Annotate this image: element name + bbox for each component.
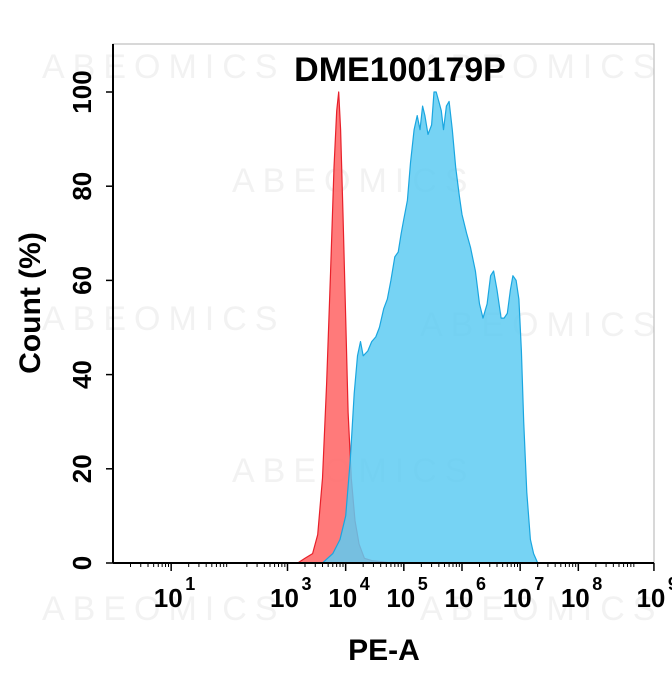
x-tick-exponent: 1 <box>185 574 195 594</box>
y-axis-title: Count (%) <box>14 232 47 374</box>
y-tick-label: 0 <box>67 556 97 570</box>
plot-frame <box>112 43 655 564</box>
x-tick-label: 10 <box>270 583 299 613</box>
x-tick-label: 10 <box>561 583 590 613</box>
chart-title: DME100179P <box>294 51 506 89</box>
x-axis-title: PE-A <box>348 634 420 667</box>
x-tick-exponent: 4 <box>360 574 370 594</box>
x-tick-label: 10 <box>328 583 357 613</box>
x-tick-exponent: 5 <box>418 574 428 594</box>
watermark-text: ABEOMICS <box>420 590 663 628</box>
x-tick-label: 10 <box>503 583 532 613</box>
y-tick-label: 80 <box>67 172 97 201</box>
y-tick-label: 40 <box>67 360 97 389</box>
y-axis-ticks: 0 20 40 60 80 100 <box>67 70 113 570</box>
x-tick-exponent: 9.3 <box>668 574 672 594</box>
histogram-series-2 <box>321 91 539 564</box>
y-tick-label: 20 <box>67 454 97 483</box>
watermark-text: ABEOMICS <box>420 48 663 86</box>
x-tick-label: 10 <box>445 583 474 613</box>
x-tick-label: 10 <box>386 583 415 613</box>
x-axis-ticks: 101103104105106107108109.3 <box>130 563 672 613</box>
watermark-text: ABEOMICS <box>42 48 285 86</box>
x-tick-exponent: 8 <box>592 574 602 594</box>
watermark-text: ABEOMICS <box>42 300 285 338</box>
x-tick-label: 10 <box>636 583 665 613</box>
x-tick-exponent: 7 <box>534 574 544 594</box>
x-tick-exponent: 6 <box>476 574 486 594</box>
x-tick-label: 10 <box>154 583 183 613</box>
y-tick-label: 60 <box>67 266 97 295</box>
series-layer <box>297 91 539 564</box>
y-tick-label: 100 <box>67 70 97 113</box>
watermark-text: ABEOMICS <box>42 590 285 628</box>
x-tick-exponent: 3 <box>302 574 312 594</box>
